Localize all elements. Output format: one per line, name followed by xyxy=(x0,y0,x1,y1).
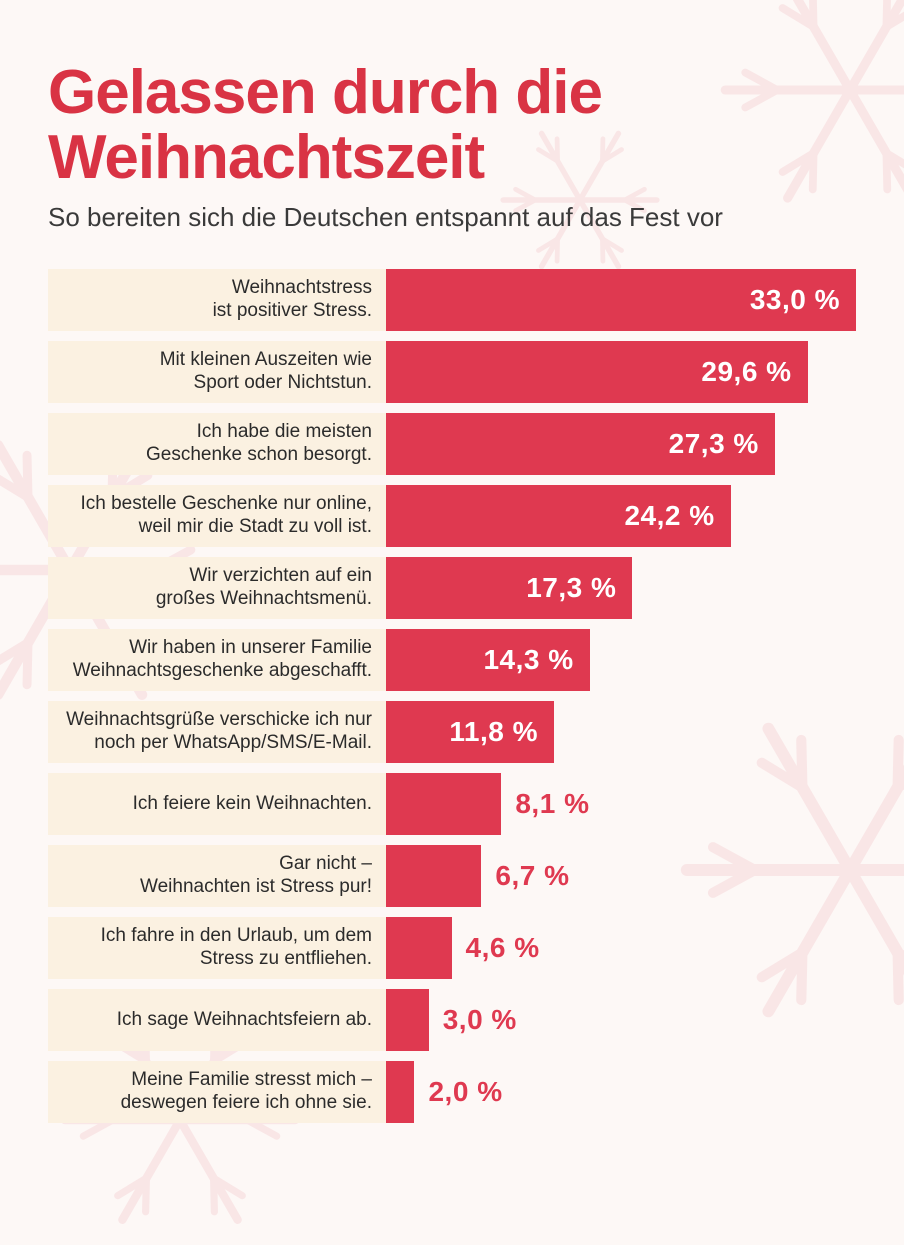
bar-area: 3,0 % xyxy=(386,989,856,1051)
chart-row: Ich sage Weihnachtsfeiern ab. 3,0 % xyxy=(48,989,856,1051)
chart-row: Ich bestelle Geschenke nur online,weil m… xyxy=(48,485,856,547)
chart-subtitle: So bereiten sich die Deutschen entspannt… xyxy=(48,202,856,233)
bar-area: 14,3 % xyxy=(386,629,856,691)
bar-label: Weihnachtstressist positiver Stress. xyxy=(48,269,386,331)
bar-chart: Weihnachtstressist positiver Stress. 33,0… xyxy=(48,269,856,1123)
bar: 14,3 % xyxy=(386,629,590,691)
bar-label: Ich sage Weihnachtsfeiern ab. xyxy=(48,989,386,1051)
bar-label: Wir verzichten auf eingroßes Weihnachtsm… xyxy=(48,557,386,619)
bar xyxy=(386,845,481,907)
bar xyxy=(386,917,452,979)
bar-value: 6,7 % xyxy=(481,860,569,892)
bar xyxy=(386,773,501,835)
bar-value: 17,3 % xyxy=(526,572,632,604)
bar-area: 33,0 % xyxy=(386,269,856,331)
bar-value: 8,1 % xyxy=(501,788,589,820)
bar xyxy=(386,989,429,1051)
chart-row: Weihnachtsgrüße verschicke ich nurnoch p… xyxy=(48,701,856,763)
bar: 27,3 % xyxy=(386,413,775,475)
bar-area: 8,1 % xyxy=(386,773,856,835)
bar-value: 27,3 % xyxy=(669,428,775,460)
bar-value: 4,6 % xyxy=(452,932,540,964)
bar-label: Meine Familie stresst mich –deswegen fei… xyxy=(48,1061,386,1123)
bar-area: 6,7 % xyxy=(386,845,856,907)
bar-area: 29,6 % xyxy=(386,341,856,403)
chart-row: Wir verzichten auf eingroßes Weihnachtsm… xyxy=(48,557,856,619)
bar-area: 27,3 % xyxy=(386,413,856,475)
bar-area: 4,6 % xyxy=(386,917,856,979)
bar: 24,2 % xyxy=(386,485,731,547)
bar: 29,6 % xyxy=(386,341,808,403)
chart-row: Ich fahre in den Urlaub, um demStress zu… xyxy=(48,917,856,979)
infographic-content: Gelassen durch die Weihnachtszeit So ber… xyxy=(0,0,904,1163)
bar-label: Ich feiere kein Weihnachten. xyxy=(48,773,386,835)
chart-row: Ich habe die meistenGeschenke schon beso… xyxy=(48,413,856,475)
bar-value: 29,6 % xyxy=(701,356,807,388)
bar-label: Ich habe die meistenGeschenke schon beso… xyxy=(48,413,386,475)
bar: 17,3 % xyxy=(386,557,632,619)
bar-value: 3,0 % xyxy=(429,1004,517,1036)
bar-area: 24,2 % xyxy=(386,485,856,547)
bar-value: 11,8 % xyxy=(449,716,554,748)
chart-row: Gar nicht –Weihnachten ist Stress pur! 6,… xyxy=(48,845,856,907)
chart-title: Gelassen durch die Weihnachtszeit xyxy=(48,60,856,190)
bar-label: Gar nicht –Weihnachten ist Stress pur! xyxy=(48,845,386,907)
bar-value: 2,0 % xyxy=(414,1076,502,1108)
bar: 11,8 % xyxy=(386,701,554,763)
chart-row: Wir haben in unserer FamilieWeihnachtsge… xyxy=(48,629,856,691)
bar xyxy=(386,1061,414,1123)
bar-value: 14,3 % xyxy=(483,644,589,676)
bar: 33,0 % xyxy=(386,269,856,331)
bar-label: Mit kleinen Auszeiten wieSport oder Nich… xyxy=(48,341,386,403)
bar-label: Ich bestelle Geschenke nur online,weil m… xyxy=(48,485,386,547)
chart-row: Mit kleinen Auszeiten wieSport oder Nich… xyxy=(48,341,856,403)
chart-row: Meine Familie stresst mich –deswegen fei… xyxy=(48,1061,856,1123)
bar-label: Weihnachtsgrüße verschicke ich nurnoch p… xyxy=(48,701,386,763)
bar-label: Wir haben in unserer FamilieWeihnachtsge… xyxy=(48,629,386,691)
bar-value: 24,2 % xyxy=(624,500,730,532)
bar-label: Ich fahre in den Urlaub, um demStress zu… xyxy=(48,917,386,979)
bar-value: 33,0 % xyxy=(750,284,856,316)
chart-row: Weihnachtstressist positiver Stress. 33,0… xyxy=(48,269,856,331)
chart-row: Ich feiere kein Weihnachten. 8,1 % xyxy=(48,773,856,835)
bar-area: 11,8 % xyxy=(386,701,856,763)
bar-area: 2,0 % xyxy=(386,1061,856,1123)
bar-area: 17,3 % xyxy=(386,557,856,619)
